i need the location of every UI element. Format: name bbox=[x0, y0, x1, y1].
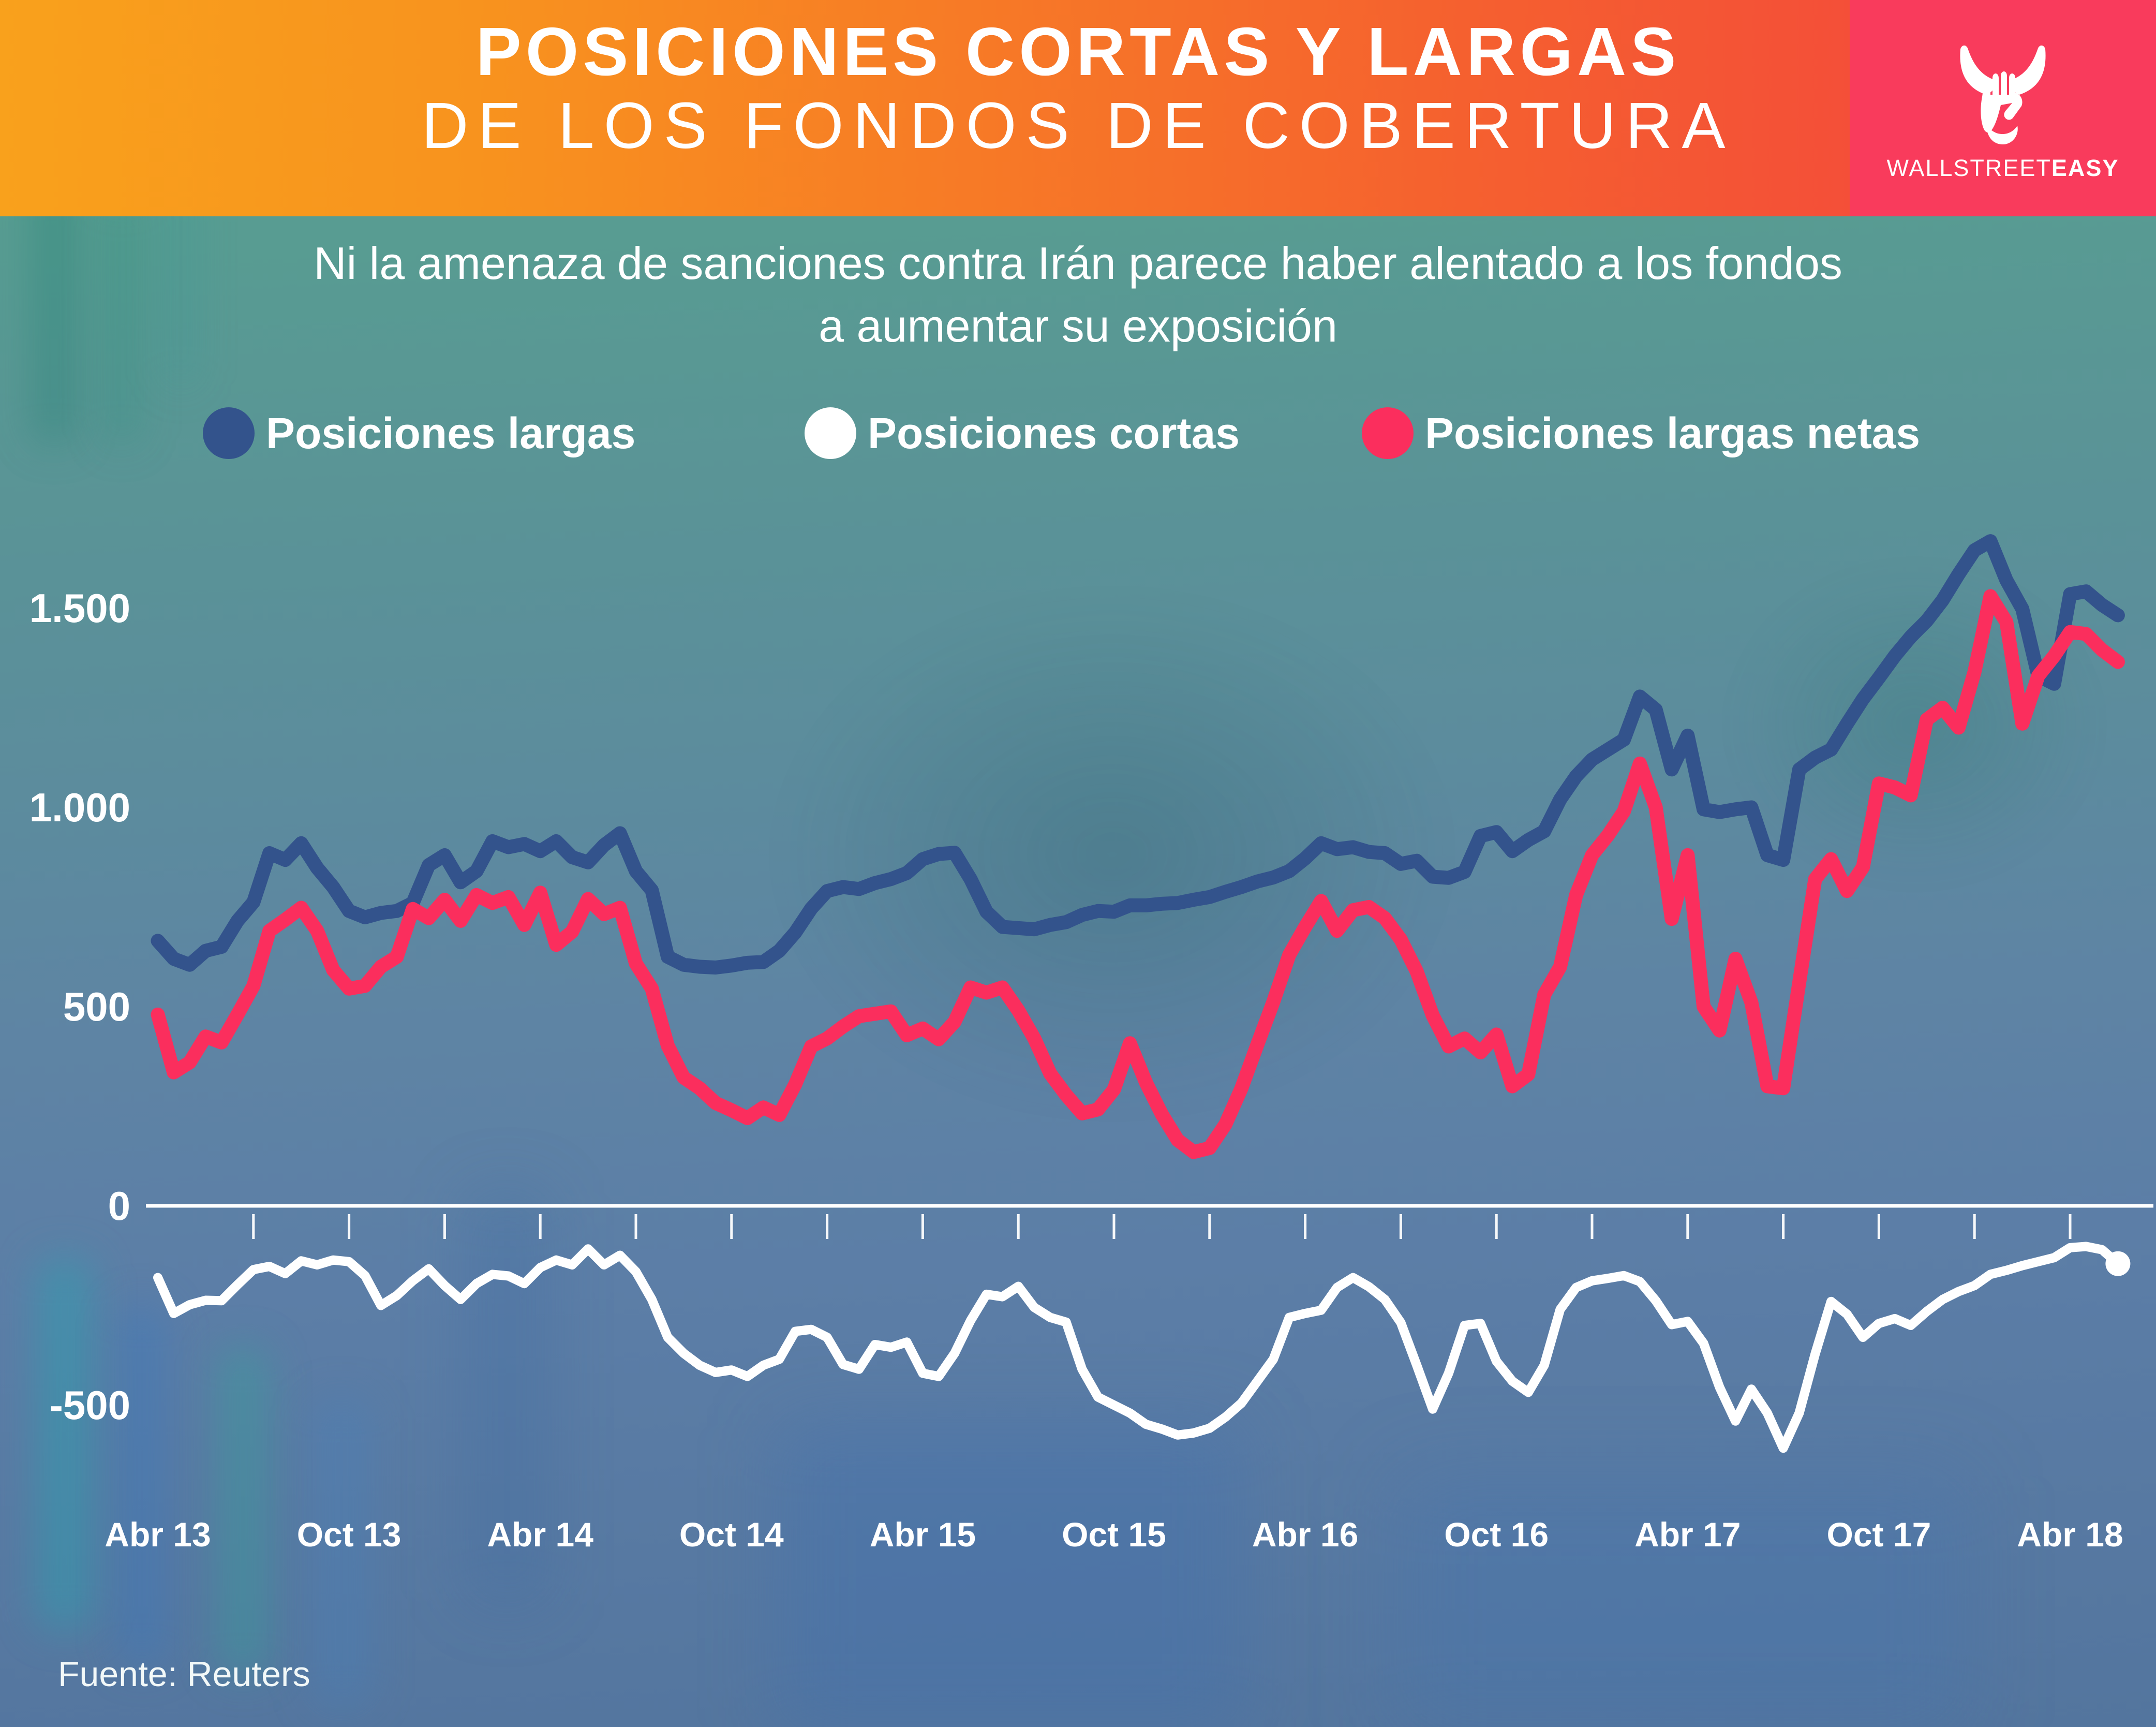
source-note: Fuente: Reuters bbox=[58, 1655, 310, 1694]
legend-label: Posiciones cortas bbox=[868, 408, 1240, 457]
legend-item: Posiciones largas netas bbox=[1362, 400, 1920, 467]
x-axis-label: Oct 16 bbox=[1444, 1515, 1549, 1554]
series-line-posiciones-largas-netas bbox=[151, 589, 2125, 1159]
page-title-line2: DE LOS FONDOS DE COBERTURA bbox=[421, 89, 1735, 162]
subtitle: Ni la amenaza de sanciones contra Irán p… bbox=[0, 232, 2156, 358]
y-axis-label: 0 bbox=[108, 1183, 130, 1229]
legend: Posiciones largas Posiciones cortas Posici… bbox=[0, 400, 2156, 467]
series-line-posiciones-cortas bbox=[153, 1242, 2123, 1453]
brand-block: WALLSTREETEASY bbox=[1850, 0, 2156, 216]
legend-item: Posiciones largas bbox=[203, 400, 635, 467]
x-axis-label: Oct 17 bbox=[1827, 1515, 1931, 1554]
x-axis-label: Oct 14 bbox=[679, 1515, 784, 1554]
x-axis-label: Abr 16 bbox=[1252, 1515, 1358, 1554]
legend-item: Posiciones cortas bbox=[805, 400, 1240, 467]
x-axis-label: Abr 14 bbox=[487, 1515, 593, 1554]
subtitle-line1: Ni la amenaza de sanciones contra Irán p… bbox=[314, 238, 1842, 289]
x-axis-label: Abr 17 bbox=[1634, 1515, 1741, 1554]
y-axis-label: 500 bbox=[63, 984, 130, 1029]
header: POSICIONES CORTAS Y LARGAS DE LOS FONDOS… bbox=[0, 0, 2156, 216]
legend-dot-icon bbox=[203, 407, 255, 459]
series-line-posiciones-largas bbox=[151, 534, 2125, 975]
title-block: POSICIONES CORTAS Y LARGAS DE LOS FONDOS… bbox=[0, 0, 2156, 158]
brand-name-light: WALLSTREET bbox=[1886, 155, 2051, 181]
legend-dot-icon bbox=[805, 407, 856, 459]
brand-name-bold: EASY bbox=[2051, 155, 2119, 181]
bull-logo-icon bbox=[1960, 45, 2046, 144]
series-end-dot bbox=[2105, 1251, 2131, 1276]
x-axis-label: Abr 13 bbox=[105, 1515, 211, 1554]
legend-label: Posiciones largas netas bbox=[1425, 408, 1921, 457]
x-axis-label: Oct 15 bbox=[1062, 1515, 1166, 1554]
x-axis-label: Oct 13 bbox=[297, 1515, 402, 1554]
page-title-line1: POSICIONES CORTAS Y LARGAS bbox=[475, 13, 1681, 90]
y-axis-label: 1.500 bbox=[29, 585, 130, 631]
x-axis-label: Abr 18 bbox=[2017, 1515, 2123, 1554]
brand-name: WALLSTREETEASY bbox=[1887, 155, 2119, 182]
x-axis-label: Abr 15 bbox=[870, 1515, 976, 1554]
legend-dot-icon bbox=[1362, 407, 1414, 459]
y-axis-label: 1.000 bbox=[29, 785, 130, 830]
subtitle-line2: a aumentar su exposición bbox=[819, 300, 1337, 352]
y-axis-label: -500 bbox=[50, 1382, 130, 1428]
legend-label: Posiciones largas bbox=[266, 408, 636, 457]
